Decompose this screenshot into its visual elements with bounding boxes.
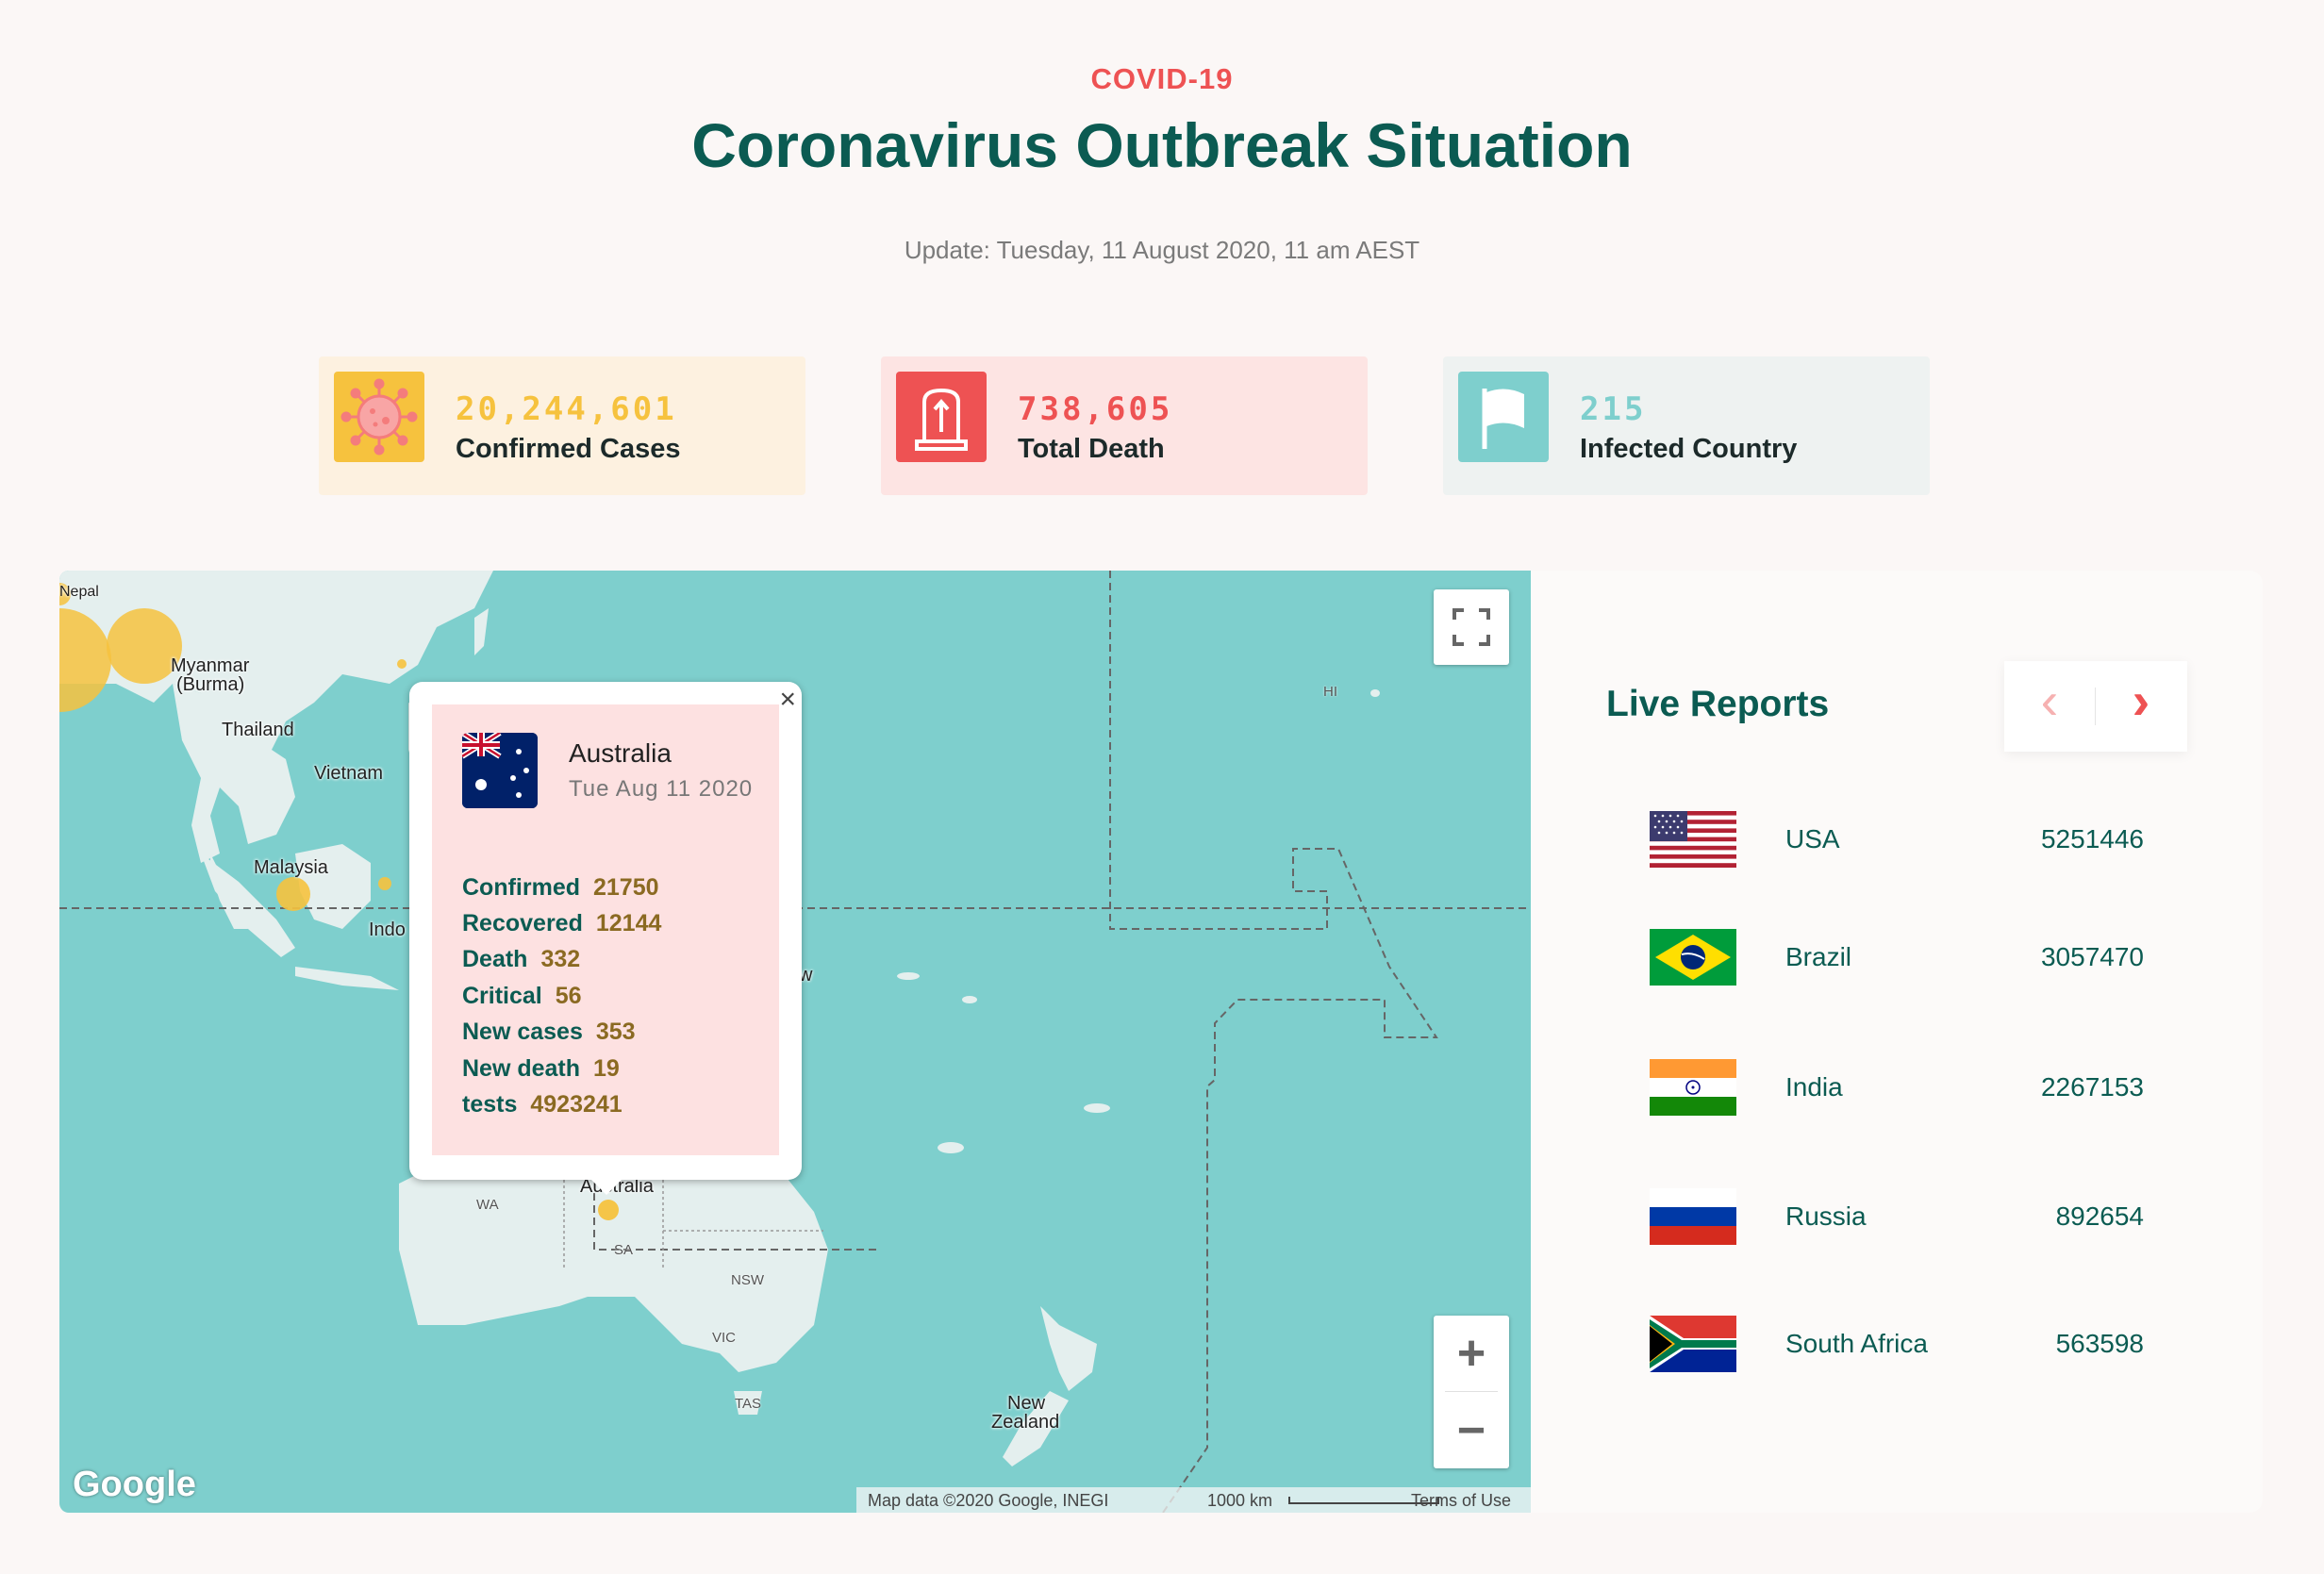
popup-row-critical: Critical 56 <box>462 983 582 1009</box>
map-label-indo: Indo <box>369 920 406 940</box>
report-row-russia: Russia 892654 <box>1531 1188 2263 1247</box>
virus-icon <box>334 372 424 462</box>
map-label-zealand: Zealand <box>991 1412 1060 1433</box>
pager: ‹ › <box>2004 661 2187 752</box>
russia-flag-icon <box>1650 1188 1736 1245</box>
map-label-vietnam: Vietnam <box>314 763 384 784</box>
popup-row-recovered: Recovered 12144 <box>462 910 662 936</box>
countries-label: Infected Country <box>1580 434 1798 464</box>
stat-card-countries: 215 Infected Country <box>1443 356 1930 495</box>
map-land <box>59 571 1531 1513</box>
google-logo: Google <box>73 1465 196 1504</box>
country-popup: Australia Tue Aug 11 2020 Confirmed 21750… <box>409 682 802 1195</box>
zoom-control: + − <box>1434 1316 1509 1468</box>
map-label-nsw: NSW <box>731 1272 764 1288</box>
popup-country: Australia <box>569 738 672 768</box>
map-label-wa: WA <box>476 1197 499 1213</box>
report-value: 563598 <box>2055 1329 2144 1358</box>
map-scale-bar <box>1288 1497 1439 1504</box>
live-reports-panel: Live Reports ‹ › USA 5251446 <box>1531 571 2263 1513</box>
map-scale-label: 1000 km <box>1207 1491 1273 1510</box>
map-label-vic: VIC <box>712 1330 737 1346</box>
report-country: South Africa <box>1785 1329 1928 1358</box>
fullscreen-icon <box>1452 608 1490 646</box>
map-label-thailand: Thailand <box>222 720 294 740</box>
kicker: COVID-19 <box>1090 62 1234 95</box>
report-country: USA <box>1785 824 1840 853</box>
report-row-india: India 2267153 <box>1531 1059 2263 1118</box>
map-label-hi: HI <box>1323 684 1337 700</box>
confirmed-value: 20,244,601 <box>456 390 677 428</box>
terms-of-use-link[interactable]: Terms of Use <box>1411 1491 1512 1510</box>
map-label-burma: (Burma) <box>176 674 245 695</box>
popup-body: Australia Tue Aug 11 2020 Confirmed 21750… <box>432 704 779 1155</box>
popup-row-new-death: New death 19 <box>462 1055 620 1082</box>
report-value: 2267153 <box>2040 1072 2144 1102</box>
report-row-brazil: Brazil 3057470 <box>1531 929 2263 987</box>
stat-card-confirmed: 20,244,601 Confirmed Cases <box>319 356 805 495</box>
map-attribution: Map data ©2020 Google, INEGI <box>868 1491 1109 1510</box>
report-country: Brazil <box>1785 942 1852 971</box>
map-label-new: New <box>1007 1393 1046 1414</box>
next-button[interactable]: › <box>2132 671 2150 730</box>
death-label: Total Death <box>1018 434 1165 464</box>
fullscreen-button[interactable] <box>1434 589 1509 665</box>
confirmed-label: Confirmed Cases <box>456 434 681 464</box>
map-label-malaysia: Malaysia <box>254 857 328 878</box>
map-label-nepal: Nepal <box>59 584 99 600</box>
report-value: 5251446 <box>2040 824 2144 853</box>
world-map[interactable]: Nepal Myanmar (Burma) Thailand Vietnam M… <box>59 571 1531 1513</box>
map-label-w: w <box>799 965 813 986</box>
popup-tail <box>591 1180 622 1195</box>
zoom-in-button[interactable]: + <box>1456 1326 1486 1381</box>
map-label-myanmar: Myanmar <box>171 655 250 676</box>
report-country: India <box>1785 1072 1843 1102</box>
tombstone-icon <box>896 372 987 462</box>
map-label-tas: TAS <box>735 1396 762 1412</box>
page-title: Coronavirus Outbreak Situation <box>691 110 1633 180</box>
update-timestamp: Update: Tuesday, 11 August 2020, 11 am A… <box>904 236 1420 264</box>
brazil-flag-icon <box>1650 929 1736 986</box>
attribution-bar: Map data ©2020 Google, INEGI 1000 km Ter… <box>856 1487 1531 1513</box>
live-reports-title: Live Reports <box>1606 684 1830 724</box>
india-flag-icon <box>1650 1059 1736 1116</box>
popup-row-death: Death 332 <box>462 946 581 972</box>
prev-button[interactable]: ‹ <box>2040 671 2059 730</box>
death-value: 738,605 <box>1018 390 1173 428</box>
close-icon[interactable]: × <box>779 684 796 715</box>
report-value: 3057470 <box>2040 942 2144 971</box>
flag-icon <box>1458 372 1549 462</box>
countries-value: 215 <box>1580 390 1647 428</box>
popup-row-confirmed: Confirmed 21750 <box>462 874 659 901</box>
map-label-sa: SA <box>614 1242 634 1258</box>
stat-card-death: 738,605 Total Death <box>881 356 1368 495</box>
popup-date: Tue Aug 11 2020 <box>569 776 754 802</box>
report-country: Russia <box>1785 1201 1867 1231</box>
usa-flag-icon <box>1650 811 1736 868</box>
popup-row-tests: tests 4923241 <box>462 1091 622 1118</box>
popup-row-new-cases: New cases 353 <box>462 1019 636 1045</box>
report-row-south-africa: South Africa 563598 <box>1531 1316 2263 1374</box>
report-value: 892654 <box>2055 1201 2144 1231</box>
south-africa-flag-icon <box>1650 1316 1736 1372</box>
report-row-usa: USA 5251446 <box>1531 811 2263 870</box>
zoom-out-button[interactable]: − <box>1456 1403 1486 1458</box>
australia-flag-icon <box>462 733 538 808</box>
